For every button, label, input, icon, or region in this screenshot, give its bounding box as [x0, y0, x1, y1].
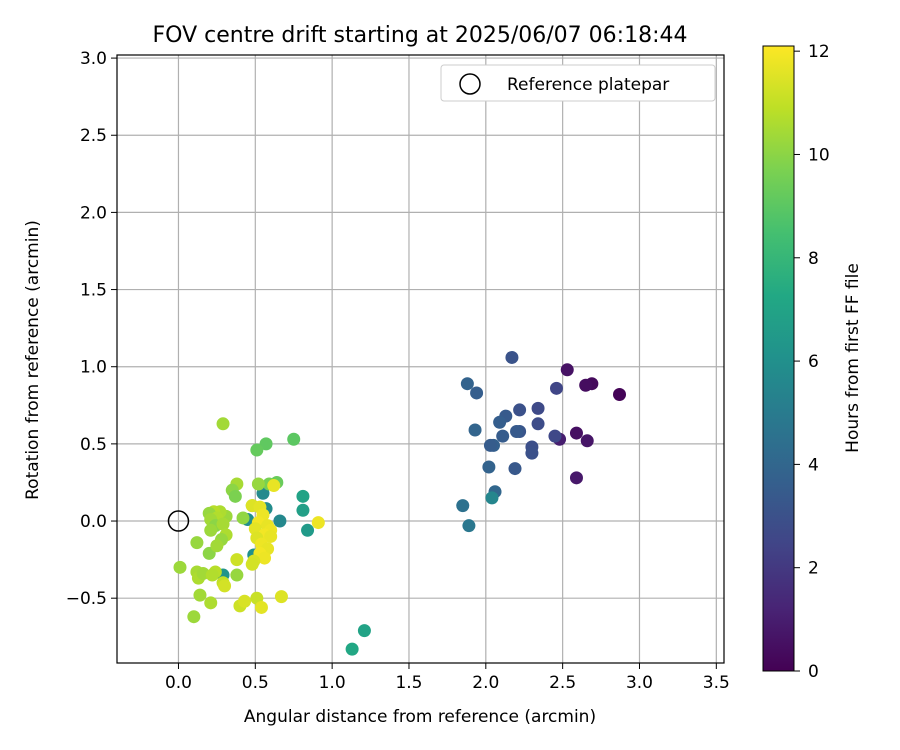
colorbar-tick-label: 0 — [808, 662, 819, 682]
data-point — [301, 523, 315, 537]
data-point — [357, 624, 371, 638]
data-point — [193, 588, 207, 602]
data-point — [505, 350, 519, 364]
data-point — [218, 579, 232, 593]
reference-platepar-marker — [167, 510, 190, 532]
data-point — [462, 519, 476, 533]
data-point — [513, 403, 527, 417]
x-tick-label: 1.5 — [395, 673, 422, 693]
y-axis-ticks: −0.5 0.0 0.5 1.0 1.5 2.0 2.5 3.0 — [66, 49, 117, 609]
data-point — [296, 489, 310, 503]
data-point — [250, 443, 264, 457]
data-point — [460, 377, 474, 391]
data-point — [173, 560, 187, 574]
data-point — [470, 386, 484, 400]
data-point — [251, 477, 265, 491]
data-point — [267, 479, 281, 493]
data-point — [456, 499, 470, 513]
x-axis-label: Angular distance from reference (arcmin) — [244, 707, 596, 727]
data-point — [548, 429, 562, 443]
data-point — [228, 489, 242, 503]
data-point — [525, 446, 539, 460]
colorbar-tick-label: 4 — [808, 455, 819, 475]
x-tick-label: 3.5 — [703, 673, 730, 693]
data-point — [259, 437, 273, 451]
grid-lines — [117, 55, 724, 663]
x-tick-label: 2.5 — [549, 673, 576, 693]
data-point — [531, 417, 545, 431]
y-tick-label: 1.0 — [80, 358, 107, 378]
data-point — [187, 610, 201, 624]
legend-entry-reference: Reference platepar — [507, 75, 669, 95]
data-point — [254, 600, 268, 614]
data-point — [345, 642, 359, 656]
x-axis-ticks: 0.0 0.5 1.0 1.5 2.0 2.5 3.0 3.5 — [165, 663, 730, 693]
colorbar-ticks: 0 2 4 6 8 10 12 — [794, 42, 830, 682]
data-point — [204, 523, 218, 537]
data-point — [311, 516, 325, 530]
x-tick-label: 1.0 — [319, 673, 346, 693]
data-point — [264, 529, 278, 543]
y-tick-label: 1.5 — [80, 281, 107, 301]
x-tick-label: 0.5 — [242, 673, 269, 693]
y-axis-label: Rotation from reference (arcmin) — [23, 220, 43, 500]
legend-reference-icon — [459, 73, 481, 95]
x-tick-label: 2.0 — [472, 673, 499, 693]
y-tick-label: 3.0 — [80, 49, 107, 69]
x-tick-label: 3.0 — [626, 673, 653, 693]
plot-frame — [116, 54, 725, 664]
colorbar-tick-label: 2 — [808, 559, 819, 579]
data-point — [287, 432, 301, 446]
x-tick-label: 0.0 — [165, 673, 192, 693]
colorbar-gradient — [762, 45, 795, 672]
data-point — [274, 590, 288, 604]
colorbar-tick-label: 8 — [808, 249, 819, 269]
data-point — [273, 514, 287, 528]
legend-box — [440, 64, 716, 102]
data-point — [549, 381, 563, 395]
data-point — [483, 438, 497, 452]
data-point — [204, 596, 218, 610]
data-point — [216, 517, 230, 531]
data-point — [216, 417, 230, 431]
data-point — [236, 511, 250, 525]
data-point — [296, 503, 310, 517]
chart-title: FOV centre drift starting at 2025/06/07 … — [153, 23, 688, 48]
data-point — [485, 491, 499, 505]
colorbar-label: Hours from first FF file — [843, 263, 863, 453]
data-point — [245, 557, 259, 571]
data-point — [468, 423, 482, 437]
legend: Reference platepar — [440, 64, 716, 102]
data-points — [173, 350, 627, 656]
data-point — [580, 434, 594, 448]
y-tick-label: 2.0 — [80, 203, 107, 223]
data-point — [613, 387, 627, 401]
data-point — [230, 568, 244, 582]
y-tick-label: 0.0 — [80, 512, 107, 532]
colorbar-tick-label: 12 — [808, 42, 830, 62]
data-point — [496, 429, 510, 443]
data-point — [531, 401, 545, 415]
y-tick-label: −0.5 — [66, 589, 107, 609]
data-point — [258, 551, 272, 565]
y-tick-label: 0.5 — [80, 435, 107, 455]
data-point — [482, 460, 496, 474]
colorbar-tick-label: 10 — [808, 145, 830, 165]
data-point — [510, 425, 524, 439]
data-point — [579, 378, 593, 392]
colorbar: 0 2 4 6 8 10 12 Hours from first FF file — [762, 42, 863, 682]
data-point — [569, 471, 583, 485]
data-point — [205, 568, 219, 582]
data-point — [493, 415, 507, 429]
data-point — [190, 536, 204, 550]
data-point — [508, 462, 522, 476]
data-point — [230, 553, 244, 567]
colorbar-tick-label: 6 — [808, 352, 819, 372]
data-point — [560, 363, 574, 377]
data-point — [210, 539, 224, 553]
data-point — [238, 594, 252, 608]
y-tick-label: 2.5 — [80, 126, 107, 146]
data-point — [569, 426, 583, 440]
